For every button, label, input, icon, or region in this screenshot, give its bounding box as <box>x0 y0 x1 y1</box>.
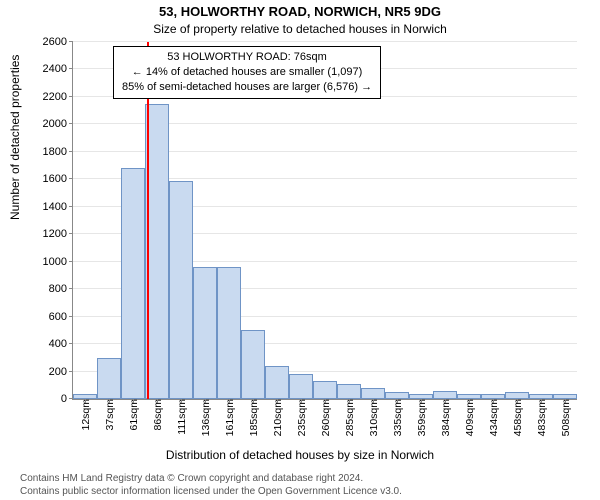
histogram-bar <box>505 392 529 399</box>
x-tick-mark <box>349 399 350 403</box>
histogram-bar <box>337 384 361 399</box>
x-tick-label: 260sqm <box>318 399 332 436</box>
x-tick-label: 136sqm <box>198 399 212 436</box>
y-tick-label: 1000 <box>43 256 73 268</box>
y-tick-label: 2200 <box>43 91 73 103</box>
x-tick-label: 434sqm <box>486 399 500 436</box>
x-tick-label: 185sqm <box>246 399 260 436</box>
x-tick-mark <box>469 399 470 403</box>
y-tick-label: 1600 <box>43 173 73 185</box>
annotation-line3: 85% of semi-detached houses are larger (… <box>122 80 372 95</box>
x-tick-label: 235sqm <box>294 399 308 436</box>
histogram-bar <box>97 358 121 399</box>
y-tick-mark <box>69 206 73 207</box>
x-tick-mark <box>493 399 494 403</box>
histogram-bar <box>193 267 217 399</box>
plot-area: 0200400600800100012001400160018002000220… <box>72 42 577 400</box>
y-tick-label: 1400 <box>43 201 73 213</box>
x-tick-mark <box>229 399 230 403</box>
y-tick-label: 400 <box>49 338 73 350</box>
x-tick-label: 384sqm <box>438 399 452 436</box>
y-tick-label: 2600 <box>43 36 73 48</box>
y-tick-label: 800 <box>49 283 73 295</box>
histogram-bar <box>217 267 241 399</box>
annotation-line1: 53 HOLWORTHY ROAD: 76sqm <box>122 50 372 65</box>
x-tick-mark <box>157 399 158 403</box>
x-tick-mark <box>421 399 422 403</box>
y-axis-label: Number of detached properties <box>8 55 22 220</box>
x-tick-mark <box>301 399 302 403</box>
annotation-box: 53 HOLWORTHY ROAD: 76sqm ← 14% of detach… <box>113 46 381 99</box>
x-tick-label: 161sqm <box>222 399 236 436</box>
x-tick-label: 359sqm <box>414 399 428 436</box>
footer-attribution: Contains HM Land Registry data © Crown c… <box>0 473 600 498</box>
y-tick-mark <box>69 151 73 152</box>
x-tick-mark <box>181 399 182 403</box>
histogram-bar <box>361 388 385 399</box>
x-axis-label: Distribution of detached houses by size … <box>0 448 600 462</box>
x-tick-mark <box>277 399 278 403</box>
x-tick-label: 210sqm <box>270 399 284 436</box>
x-tick-mark <box>517 399 518 403</box>
y-tick-mark <box>69 178 73 179</box>
chart-title: 53, HOLWORTHY ROAD, NORWICH, NR5 9DG <box>0 4 600 19</box>
y-tick-label: 1200 <box>43 228 73 240</box>
x-tick-mark <box>541 399 542 403</box>
x-tick-mark <box>205 399 206 403</box>
y-tick-mark <box>69 41 73 42</box>
x-tick-mark <box>445 399 446 403</box>
histogram-bar <box>241 330 265 399</box>
histogram-bar <box>433 391 457 399</box>
y-tick-mark <box>69 68 73 69</box>
y-tick-mark <box>69 316 73 317</box>
y-tick-mark <box>69 371 73 372</box>
x-tick-label: 285sqm <box>342 399 356 436</box>
x-tick-label: 12sqm <box>78 399 92 431</box>
x-tick-label: 483sqm <box>534 399 548 436</box>
chart-subtitle: Size of property relative to detached ho… <box>0 22 600 36</box>
x-tick-label: 37sqm <box>102 399 116 431</box>
x-tick-label: 508sqm <box>558 399 572 436</box>
y-tick-mark <box>69 123 73 124</box>
y-tick-mark <box>69 96 73 97</box>
x-tick-mark <box>253 399 254 403</box>
y-tick-mark <box>69 261 73 262</box>
y-tick-mark <box>69 288 73 289</box>
histogram-bar <box>121 168 145 399</box>
x-tick-label: 86sqm <box>150 399 164 431</box>
x-tick-mark <box>397 399 398 403</box>
histogram-bar <box>385 392 409 399</box>
chart-container: 53, HOLWORTHY ROAD, NORWICH, NR5 9DG Siz… <box>0 0 600 500</box>
annotation-line2: ← 14% of detached houses are smaller (1,… <box>122 65 372 80</box>
x-tick-label: 335sqm <box>390 399 404 436</box>
y-tick-label: 200 <box>49 366 73 378</box>
y-tick-label: 0 <box>61 393 73 405</box>
y-tick-label: 600 <box>49 311 73 323</box>
footer-line2: Contains public sector information licen… <box>20 486 600 499</box>
y-tick-label: 2000 <box>43 118 73 130</box>
y-tick-label: 2400 <box>43 63 73 75</box>
y-tick-mark <box>69 343 73 344</box>
y-tick-mark <box>69 233 73 234</box>
histogram-bar <box>169 181 193 399</box>
histogram-bar <box>289 374 313 399</box>
y-tick-label: 1800 <box>43 146 73 158</box>
x-tick-mark <box>565 399 566 403</box>
x-tick-mark <box>133 399 134 403</box>
histogram-bar <box>313 381 337 399</box>
histogram-bar <box>265 366 289 399</box>
x-tick-mark <box>85 399 86 403</box>
x-tick-label: 61sqm <box>126 399 140 431</box>
x-tick-mark <box>109 399 110 403</box>
x-tick-label: 458sqm <box>510 399 524 436</box>
x-tick-label: 409sqm <box>462 399 476 436</box>
x-tick-label: 111sqm <box>174 399 188 435</box>
x-tick-mark <box>325 399 326 403</box>
footer-line1: Contains HM Land Registry data © Crown c… <box>20 473 600 486</box>
x-tick-mark <box>373 399 374 403</box>
x-tick-label: 310sqm <box>366 399 380 436</box>
